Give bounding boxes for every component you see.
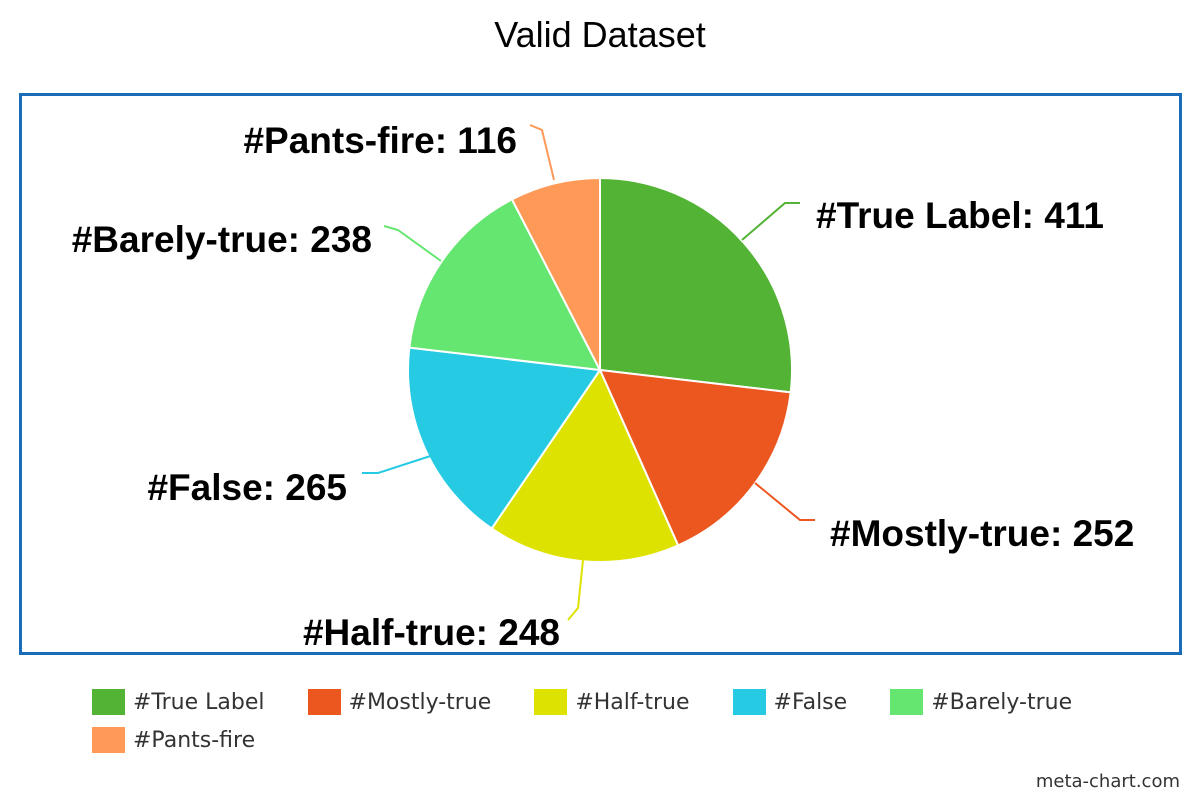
legend-label-mostly-true: #Mostly-true bbox=[348, 689, 492, 715]
pie-slice-barely-true bbox=[408, 198, 602, 372]
legend-item-true-label: #True Label bbox=[92, 688, 265, 716]
legend-label-true-label: #True Label bbox=[133, 689, 265, 715]
legend-item-pants-fire: #Pants-fire bbox=[92, 726, 255, 754]
legend-label-pants-fire: #Pants-fire bbox=[133, 727, 256, 753]
leader-line-true-label bbox=[741, 202, 800, 241]
leader-line-mostly-true bbox=[754, 482, 815, 521]
data-label-half-true: #Half-true: 248 bbox=[303, 612, 560, 653]
chart-title: Valid Dataset bbox=[494, 14, 706, 55]
legend-label-false: #False bbox=[773, 689, 848, 715]
plot-area-frame bbox=[19, 93, 1182, 655]
legend-swatch-mostly-true bbox=[307, 689, 341, 715]
data-label-false: #False: 265 bbox=[147, 467, 347, 508]
legend-swatch-barely-true bbox=[890, 689, 924, 715]
leader-line-barely-true bbox=[383, 225, 442, 262]
legend-swatch-half-true bbox=[534, 689, 568, 715]
leader-line-pants-fire bbox=[529, 124, 555, 181]
pie-slice-true-label bbox=[599, 176, 793, 394]
leader-line-half-true bbox=[567, 559, 584, 621]
legend-item-mostly-true: #Mostly-true bbox=[307, 688, 492, 716]
data-label-pants-fire: #Pants-fire: 116 bbox=[243, 120, 517, 161]
data-label-true-label: #True Label: 411 bbox=[816, 195, 1104, 236]
legend-item-half-true: #Half-true bbox=[534, 688, 690, 716]
pie-slice-false bbox=[407, 346, 602, 530]
pie-slice-pants-fire bbox=[510, 176, 601, 371]
legend-swatch-pants-fire bbox=[92, 727, 125, 753]
credit-text: meta-chart.com bbox=[1035, 771, 1180, 792]
legend-swatch-false bbox=[732, 689, 766, 715]
data-label-mostly-true: #Mostly-true: 252 bbox=[830, 513, 1134, 554]
legend-item-barely-true: #Barely-true bbox=[890, 688, 1072, 716]
leader-line-false bbox=[362, 448, 453, 474]
legend-swatch-true-label bbox=[92, 689, 125, 715]
legend: #True Label #Mostly-true #Half-true #False #… bbox=[92, 688, 1152, 754]
legend-label-half-true: #Half-true bbox=[575, 689, 690, 715]
legend-item-false: #False bbox=[732, 688, 848, 716]
legend-label-barely-true: #Barely-true bbox=[931, 689, 1073, 715]
data-label-barely-true: #Barely-true: 238 bbox=[72, 219, 372, 260]
